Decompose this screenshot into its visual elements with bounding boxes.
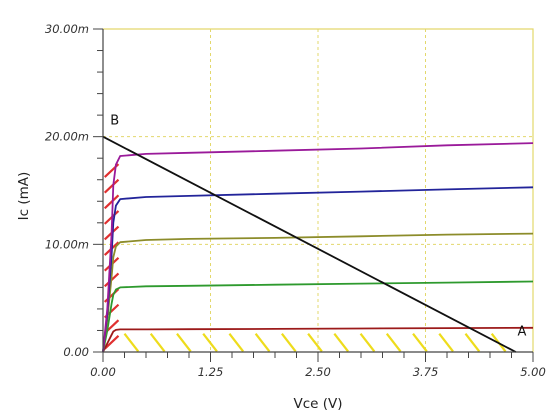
y-tick-label: 30.00m xyxy=(45,22,89,36)
cutoff-hatch xyxy=(176,333,192,353)
cutoff-hatch xyxy=(412,333,428,353)
hatch-regions xyxy=(103,163,507,353)
y-axis-label: Ic (mA) xyxy=(16,172,32,221)
axes xyxy=(93,28,534,362)
y-tick-label: 0.00 xyxy=(63,345,89,359)
x-tick-label: 3.75 xyxy=(413,365,439,379)
cutoff-hatch xyxy=(385,333,402,353)
cutoff-hatch xyxy=(307,333,323,353)
load-line xyxy=(102,135,517,353)
series-line-5 xyxy=(102,142,534,353)
cutoff-hatch xyxy=(202,333,218,353)
y-tick-label: 20.00m xyxy=(45,130,89,144)
cutoff-hatch xyxy=(123,333,140,353)
series-group xyxy=(102,142,534,353)
tick-labels: 0.00 1.25 2.50 3.75 5.00 0.00 10.00m 20.00m 30.0… xyxy=(45,22,546,379)
cutoff-hatch xyxy=(228,333,245,353)
series-line-1 xyxy=(102,326,534,353)
series-line-4 xyxy=(102,186,534,353)
cutoff-hatch xyxy=(149,333,166,353)
cutoff-hatch xyxy=(438,333,454,353)
cutoff-hatch xyxy=(464,333,481,353)
x-tick-label: 0.00 xyxy=(90,365,116,379)
saturation-hatch xyxy=(103,335,120,350)
y-tick-label: 10.00m xyxy=(45,237,89,251)
cutoff-hatch xyxy=(359,333,376,353)
x-tick-label: 2.50 xyxy=(305,365,331,379)
x-tick-label: 5.00 xyxy=(520,365,546,379)
saturation-hatch xyxy=(103,178,120,194)
series-line-2 xyxy=(102,280,534,353)
annotation-b: B xyxy=(110,114,119,129)
plot-frame xyxy=(103,28,534,352)
cutoff-hatch xyxy=(281,333,297,353)
load-line-group xyxy=(102,135,517,353)
saturation-hatch xyxy=(103,194,120,210)
grid xyxy=(103,28,534,352)
cutoff-hatch xyxy=(333,333,349,353)
series-line-3 xyxy=(102,232,534,353)
x-tick-label: 1.25 xyxy=(198,365,224,379)
cutoff-hatch xyxy=(254,333,271,353)
annotation-a: A xyxy=(518,325,527,340)
x-axis-label: Vce (V) xyxy=(293,396,342,412)
